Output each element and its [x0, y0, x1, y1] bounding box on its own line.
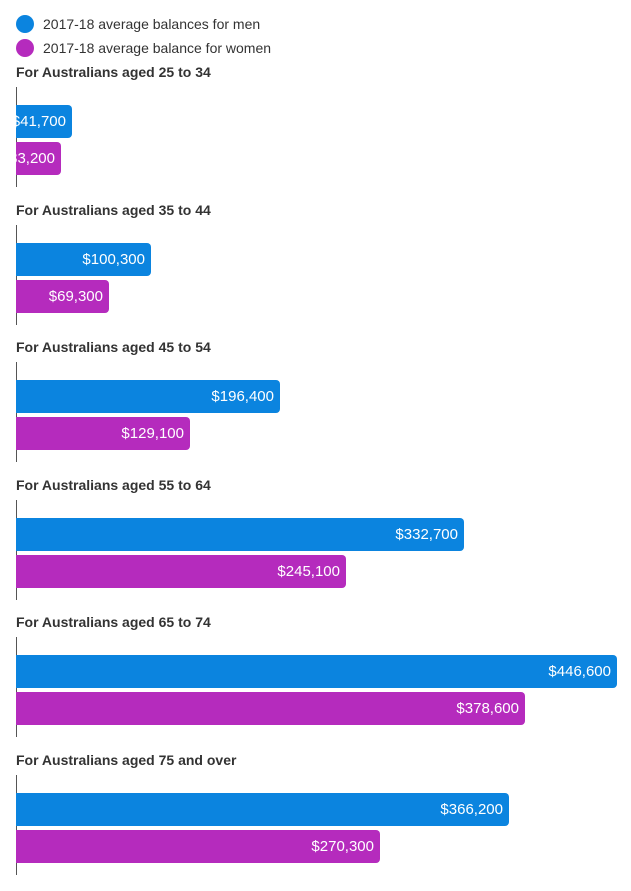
- legend-label-men: 2017-18 average balances for men: [43, 16, 261, 32]
- bar-women[interactable]: $245,100: [16, 555, 346, 588]
- bar-value-label: $69,300: [48, 288, 103, 305]
- bar-value-label: $332,700: [395, 526, 458, 543]
- bar-women[interactable]: $270,300: [16, 830, 380, 863]
- legend-label-women: 2017-18 average balance for women: [43, 40, 272, 56]
- legend-item-women[interactable]: 2017-18 average balance for women: [16, 36, 271, 60]
- bar-men[interactable]: $196,400: [16, 380, 280, 413]
- group-title: For Australians aged 25 to 34: [16, 64, 211, 80]
- bar-men[interactable]: $41,700: [12, 105, 72, 138]
- bar-value-label: $129,100: [121, 425, 184, 442]
- bar-women[interactable]: $378,600: [16, 692, 525, 725]
- bar-value-label: $270,300: [311, 838, 374, 855]
- group-title: For Australians aged 75 and over: [16, 752, 237, 768]
- bar-value-label: $446,600: [548, 663, 611, 680]
- bar-value-label: $378,600: [456, 700, 519, 717]
- bar-men[interactable]: $332,700: [16, 518, 464, 551]
- bar-men[interactable]: $366,200: [16, 793, 509, 826]
- bar-value-label: $366,200: [440, 801, 503, 818]
- group-title: For Australians aged 65 to 74: [16, 614, 211, 630]
- bar-women[interactable]: $33,200: [1, 142, 61, 175]
- bar-value-label: $100,300: [82, 251, 145, 268]
- bar-value-label: $33,200: [0, 150, 55, 167]
- bar-value-label: $41,700: [11, 113, 66, 130]
- legend-item-men[interactable]: 2017-18 average balances for men: [16, 12, 271, 36]
- group-title: For Australians aged 35 to 44: [16, 202, 211, 218]
- legend-swatch-women: [16, 39, 34, 57]
- bar-women[interactable]: $129,100: [16, 417, 190, 450]
- group-title: For Australians aged 55 to 64: [16, 477, 211, 493]
- bar-value-label: $196,400: [211, 388, 274, 405]
- group-title: For Australians aged 45 to 54: [16, 339, 211, 355]
- bar-men[interactable]: $100,300: [16, 243, 151, 276]
- legend: 2017-18 average balances for men 2017-18…: [16, 12, 271, 60]
- bar-women[interactable]: $69,300: [16, 280, 109, 313]
- bar-men[interactable]: $446,600: [16, 655, 617, 688]
- legend-swatch-men: [16, 15, 34, 33]
- bar-value-label: $245,100: [277, 563, 340, 580]
